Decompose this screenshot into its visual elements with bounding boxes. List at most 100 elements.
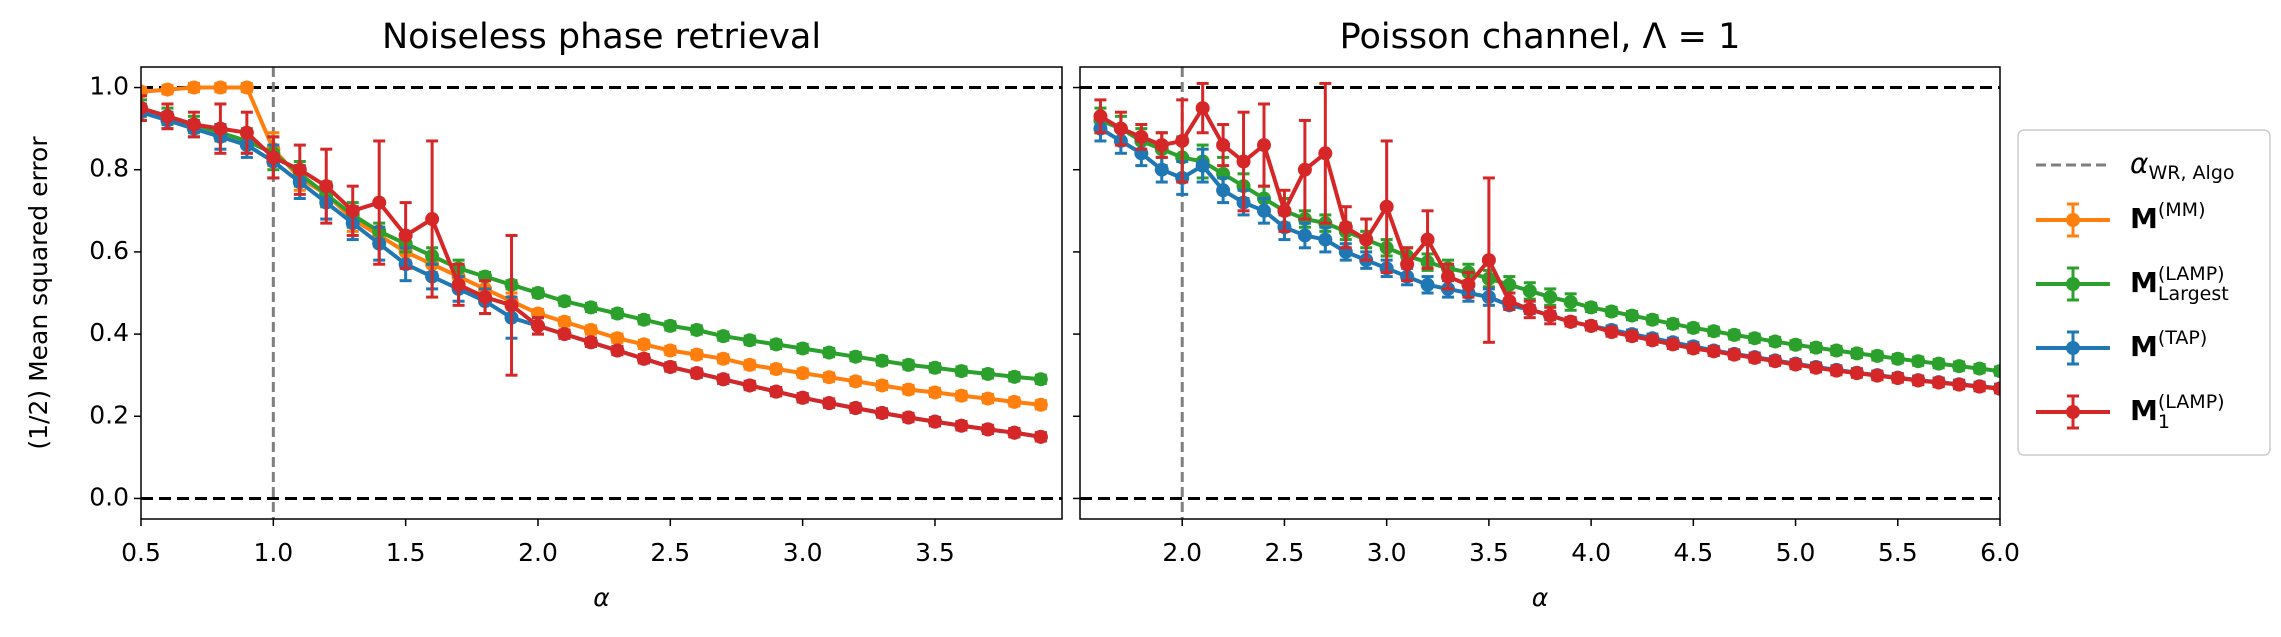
marker [689, 322, 704, 337]
legend-base: M [2130, 394, 2158, 427]
marker [689, 366, 704, 381]
legend-sub: Largest [2158, 283, 2229, 305]
x-tick-label: 0.5 [121, 538, 161, 567]
marker [848, 374, 863, 389]
marker [583, 300, 598, 315]
marker [822, 396, 837, 411]
legend-base: α [2130, 147, 2149, 180]
marker [1236, 154, 1251, 169]
marker [716, 372, 731, 387]
marker [1727, 327, 1742, 342]
error-bar [141, 94, 147, 122]
marker [451, 277, 466, 292]
panel-title: Poisson channel, Λ = 1 [1340, 17, 1741, 57]
marker [213, 80, 228, 95]
marker [954, 388, 969, 403]
marker [1257, 138, 1271, 153]
legend-label: M(LAMP) 1 [2130, 391, 2225, 433]
y-tick-label: 0.8 [89, 154, 129, 183]
legend-box [2017, 129, 2271, 456]
marker [186, 117, 201, 132]
x-tick-label: 5.0 [1776, 538, 1816, 567]
legend-sup: (TAP) [2158, 327, 2207, 349]
marker [1033, 397, 1048, 412]
marker [213, 121, 228, 136]
x-tick-label: 3.0 [1367, 538, 1407, 567]
marker [1502, 294, 1517, 309]
marker [1993, 381, 2000, 396]
marker [160, 82, 175, 97]
marker [1931, 375, 1946, 390]
legend-marker [2066, 341, 2080, 355]
marker [1318, 146, 1333, 161]
marker [848, 349, 863, 364]
marker [141, 101, 148, 116]
marker [239, 125, 254, 140]
marker [954, 364, 969, 379]
marker [1870, 348, 1885, 363]
marker [1993, 364, 2000, 379]
marker [1461, 277, 1476, 292]
legend-marker [2066, 277, 2080, 291]
y-tick-label: 0.4 [89, 318, 129, 347]
x-tick-label: 3.5 [915, 538, 955, 567]
marker [1563, 295, 1578, 310]
marker [266, 150, 281, 165]
marker [1522, 283, 1537, 298]
marker [636, 312, 651, 327]
marker [1584, 300, 1599, 315]
marker [1007, 394, 1022, 409]
series-line [141, 85, 1042, 407]
marker [795, 341, 810, 356]
legend-label: M(MM) [2130, 199, 2206, 236]
marker [610, 343, 625, 358]
marker [1093, 109, 1108, 124]
legend-sub: WR, Algo [2148, 162, 2234, 184]
marker [636, 337, 651, 352]
marker [1972, 379, 1987, 394]
marker [530, 286, 545, 300]
marker [1829, 343, 1844, 358]
marker [1890, 371, 1905, 386]
marker [1686, 341, 1701, 356]
marker [1727, 347, 1742, 362]
plot-area [1093, 81, 2000, 396]
marker [1911, 354, 1926, 369]
series-line [1099, 118, 2000, 374]
marker [663, 359, 678, 374]
legend-sub: 1 [2158, 411, 2170, 433]
marker [875, 378, 890, 393]
marker [1441, 269, 1455, 284]
marker [1216, 183, 1231, 198]
marker [425, 212, 440, 227]
series-line [1099, 126, 2000, 391]
marker [636, 351, 651, 366]
marker [1645, 312, 1660, 327]
x-tick-label: 1.0 [253, 538, 293, 567]
marker [1195, 158, 1210, 173]
marker [822, 345, 837, 360]
marker [1400, 257, 1415, 272]
legend-label: M(LAMP) Largest [2130, 263, 2229, 305]
x-tick-label: 1.5 [386, 538, 426, 567]
marker [1154, 138, 1169, 153]
marker [1033, 372, 1048, 387]
marker [716, 351, 731, 366]
series-line [1099, 104, 2000, 391]
marker [610, 331, 625, 346]
x-tick-label: 2.5 [1265, 538, 1305, 567]
marker [1584, 318, 1599, 333]
legend-sup: (MM) [2158, 199, 2206, 221]
marker [1625, 329, 1639, 344]
marker [478, 290, 493, 305]
marker [1257, 203, 1271, 218]
marker [980, 422, 995, 437]
marker [530, 318, 545, 333]
marker [742, 378, 757, 393]
panel-title: Noiseless phase retrieval [382, 17, 821, 57]
marker [1706, 344, 1721, 359]
marker [1502, 277, 1517, 292]
marker [795, 366, 810, 381]
marker [1686, 320, 1701, 335]
